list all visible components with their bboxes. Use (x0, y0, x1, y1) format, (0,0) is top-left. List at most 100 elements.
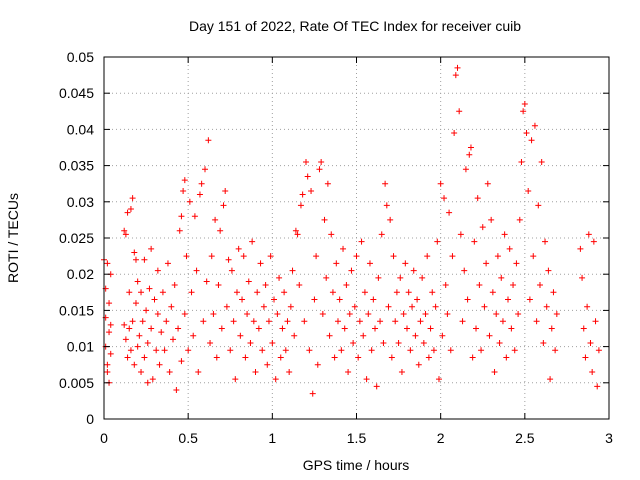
data-point (589, 368, 596, 375)
data-point (528, 137, 535, 144)
data-point (441, 195, 448, 202)
data-point (233, 289, 240, 296)
data-point (331, 354, 338, 361)
data-point (208, 253, 215, 260)
data-point (129, 195, 136, 202)
data-point (577, 245, 584, 252)
data-point (200, 318, 207, 325)
data-point (277, 354, 284, 361)
data-point (274, 311, 281, 318)
data-point (183, 253, 190, 260)
data-point (518, 158, 525, 165)
data-point (483, 260, 490, 267)
data-point (323, 274, 330, 281)
data-point (164, 260, 171, 267)
data-point (299, 191, 306, 198)
data-point (412, 332, 419, 339)
data-point (548, 325, 555, 332)
data-point (479, 224, 486, 231)
data-point (515, 311, 522, 318)
data-point (395, 339, 402, 346)
data-point (244, 311, 251, 318)
data-point (260, 303, 267, 310)
data-point (122, 336, 129, 343)
data-point (363, 376, 370, 383)
data-point (503, 354, 510, 361)
data-point (127, 347, 134, 354)
data-point (143, 307, 150, 314)
data-point (264, 361, 271, 368)
data-point (181, 177, 188, 184)
data-point (420, 339, 427, 346)
data-point (265, 318, 272, 325)
data-point (291, 332, 298, 339)
data-point (262, 282, 269, 289)
y-tick-label: 0.04 (67, 121, 94, 137)
data-point (474, 195, 481, 202)
data-point (579, 274, 586, 281)
data-point (146, 285, 153, 292)
data-point (272, 376, 279, 383)
data-point (205, 137, 212, 144)
data-point (104, 260, 111, 267)
data-point (481, 303, 488, 310)
data-point (138, 289, 145, 296)
data-point (580, 325, 587, 332)
data-point (186, 198, 193, 205)
data-point (345, 368, 352, 375)
data-point (437, 180, 444, 187)
data-point (287, 303, 294, 310)
data-point (124, 354, 131, 361)
x-tick-label: 0.5 (178, 430, 198, 446)
x-tick-label: 1 (268, 430, 276, 446)
data-point (473, 325, 480, 332)
data-point (227, 347, 234, 354)
data-point (148, 325, 155, 332)
data-point (126, 325, 133, 332)
data-point (286, 368, 293, 375)
x-tick-labels: 0 0.5 1 1.5 2 2.5 3 (100, 430, 613, 446)
data-point (459, 318, 466, 325)
data-point (239, 296, 246, 303)
data-point (348, 267, 355, 274)
data-point (232, 376, 239, 383)
data-point (535, 202, 542, 209)
data-point (343, 282, 350, 289)
data-point (361, 289, 368, 296)
data-point (506, 245, 513, 252)
data-point (127, 206, 134, 213)
data-point (267, 253, 274, 260)
data-point (259, 347, 266, 354)
data-point (402, 260, 409, 267)
data-point (121, 227, 128, 234)
data-point (388, 354, 395, 361)
data-point (513, 260, 520, 267)
data-point (141, 354, 148, 361)
y-tick-label: 0.05 (67, 49, 94, 65)
y-tick-labels: 0 0.005 0.01 0.015 0.02 0.025 0.03 0.035 0.04 0.0… (59, 49, 94, 427)
data-point (309, 390, 316, 397)
data-point (316, 166, 323, 173)
data-point (434, 238, 441, 245)
data-point (104, 368, 111, 375)
data-point (592, 318, 599, 325)
data-point (341, 325, 348, 332)
data-point (271, 296, 278, 303)
data-point (466, 151, 473, 158)
data-point (284, 318, 291, 325)
data-point (122, 231, 129, 238)
data-point (185, 347, 192, 354)
data-point (545, 267, 552, 274)
data-point (126, 289, 133, 296)
data-point (178, 213, 185, 220)
data-point (166, 368, 173, 375)
data-point (516, 216, 523, 223)
data-point (510, 282, 517, 289)
data-point (281, 289, 288, 296)
data-point (247, 339, 254, 346)
data-point (454, 64, 461, 71)
data-point (336, 296, 343, 303)
data-point (446, 209, 453, 216)
data-point (584, 303, 591, 310)
data-point (195, 368, 202, 375)
